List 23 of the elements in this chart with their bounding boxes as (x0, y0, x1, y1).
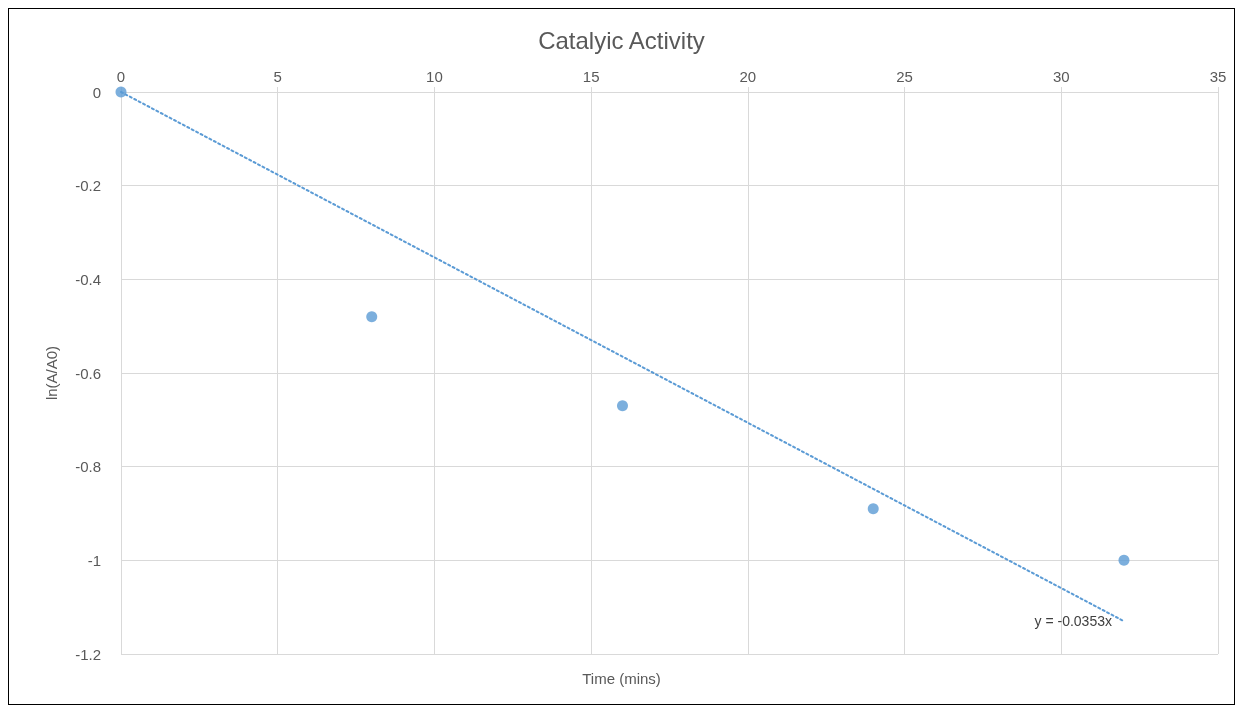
y-tick-label: 0 (92, 83, 101, 101)
x-axis-title: Time (mins) (582, 670, 661, 687)
y-tick-label: -0.2 (75, 177, 101, 195)
x-tick-label: 35 (1209, 68, 1227, 85)
y-tick-label: -0.6 (75, 364, 101, 382)
y-tick-label: -1 (87, 551, 101, 569)
x-tick-label: 20 (739, 68, 757, 85)
x-tick-label: 0 (116, 68, 126, 85)
x-tick-label: 10 (426, 68, 443, 85)
chart-title: Catalyic Activity (538, 26, 705, 54)
point (617, 400, 628, 412)
point (867, 503, 879, 515)
x-tick-label: 5 (273, 68, 282, 85)
x-tick-label: 30 (1052, 68, 1070, 85)
y-axis-title: ln(A/A0) (43, 345, 60, 401)
annotation: y = -0.0353x (1034, 613, 1112, 630)
point (1118, 554, 1130, 566)
point (366, 311, 378, 323)
y-tick-label: -0.4 (75, 270, 101, 288)
x-tick-label: 25 (896, 68, 913, 85)
x-tick-label: 15 (582, 68, 600, 85)
y-tick-label: -1.2 (75, 645, 101, 663)
y-tick-label: -0.8 (75, 458, 101, 476)
